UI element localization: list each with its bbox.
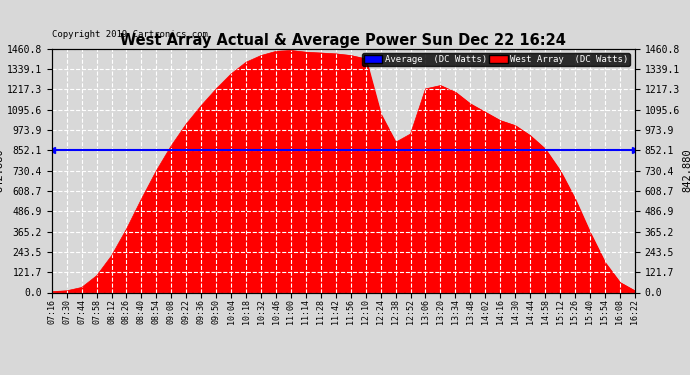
- Text: Copyright 2019 Cartronics.com: Copyright 2019 Cartronics.com: [52, 30, 208, 39]
- Y-axis label: 842.880: 842.880: [682, 149, 690, 192]
- Y-axis label: 842.880: 842.880: [0, 149, 4, 192]
- Title: West Array Actual & Average Power Sun Dec 22 16:24: West Array Actual & Average Power Sun De…: [120, 33, 566, 48]
- Legend: Average  (DC Watts), West Array  (DC Watts): Average (DC Watts), West Array (DC Watts…: [362, 53, 630, 66]
